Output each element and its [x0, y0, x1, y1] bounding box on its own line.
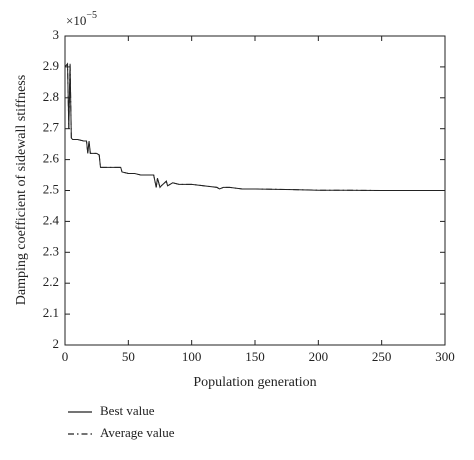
y-tick-label: 2.2	[43, 274, 59, 289]
legend-label: Best value	[100, 403, 155, 418]
y-tick-label: 2.8	[43, 89, 59, 104]
x-tick-label: 300	[435, 349, 455, 364]
y-tick-label: 2.9	[43, 58, 59, 73]
y-tick-label: 2.1	[43, 305, 59, 320]
y-axis-label: Damping coefficient of sidewall stiffnes…	[14, 75, 29, 305]
y-tick-label: 2.4	[43, 212, 60, 227]
y-tick-label: 3	[53, 27, 60, 42]
x-tick-label: 200	[309, 349, 329, 364]
multiplier-exponent: −5	[86, 10, 97, 21]
x-tick-label: 0	[62, 349, 69, 364]
x-tick-label: 100	[182, 349, 202, 364]
y-tick-label: 2.6	[43, 151, 60, 166]
legend-label: Average value	[100, 425, 175, 440]
multiplier-base: ×10	[66, 13, 86, 28]
series-line	[64, 62, 445, 191]
series-line	[64, 62, 445, 191]
x-tick-label: 50	[122, 349, 135, 364]
x-axis-label: Population generation	[193, 375, 316, 390]
x-tick-label: 150	[245, 349, 265, 364]
x-tick-label: 250	[372, 349, 392, 364]
y-multiplier: ×10−5	[66, 10, 97, 28]
y-tick-label: 2.5	[43, 181, 59, 196]
y-tick-label: 2	[53, 336, 60, 351]
y-tick-label: 2.7	[43, 120, 60, 135]
y-tick-label: 2.3	[43, 243, 59, 258]
